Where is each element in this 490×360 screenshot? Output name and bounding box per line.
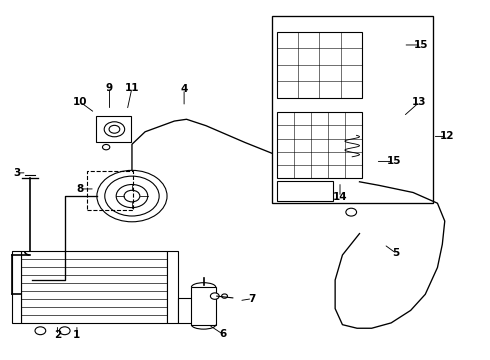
Ellipse shape	[346, 208, 357, 216]
Ellipse shape	[104, 122, 124, 137]
Ellipse shape	[59, 327, 70, 335]
Text: 8: 8	[77, 184, 84, 194]
Ellipse shape	[221, 294, 227, 298]
Bar	[277, 181, 333, 202]
Ellipse shape	[109, 125, 120, 133]
Bar	[277, 32, 362, 98]
Bar	[272, 16, 433, 203]
Text: 13: 13	[412, 97, 427, 107]
Text: 12: 12	[440, 131, 454, 141]
Bar	[192, 287, 216, 325]
Ellipse shape	[124, 190, 140, 202]
Ellipse shape	[116, 185, 148, 208]
Text: 14: 14	[333, 192, 347, 202]
Text: 4: 4	[180, 84, 188, 94]
Text: 15: 15	[414, 40, 429, 50]
Bar	[167, 251, 178, 323]
Text: 3: 3	[13, 168, 21, 178]
Bar	[277, 112, 362, 178]
Bar	[12, 251, 21, 323]
Ellipse shape	[97, 170, 167, 222]
Text: 6: 6	[220, 329, 227, 339]
Ellipse shape	[210, 293, 219, 299]
Ellipse shape	[35, 327, 46, 335]
Text: 1: 1	[74, 330, 80, 341]
Text: 9: 9	[106, 83, 113, 93]
Bar	[21, 251, 167, 323]
Text: 15: 15	[386, 157, 401, 166]
Text: 5: 5	[392, 248, 400, 258]
Ellipse shape	[102, 144, 110, 150]
Bar	[87, 171, 133, 210]
Text: 7: 7	[248, 294, 256, 303]
Bar	[178, 298, 193, 323]
Text: 10: 10	[73, 97, 88, 107]
Text: 2: 2	[54, 330, 61, 341]
Text: 11: 11	[125, 83, 139, 93]
Bar	[97, 116, 131, 143]
